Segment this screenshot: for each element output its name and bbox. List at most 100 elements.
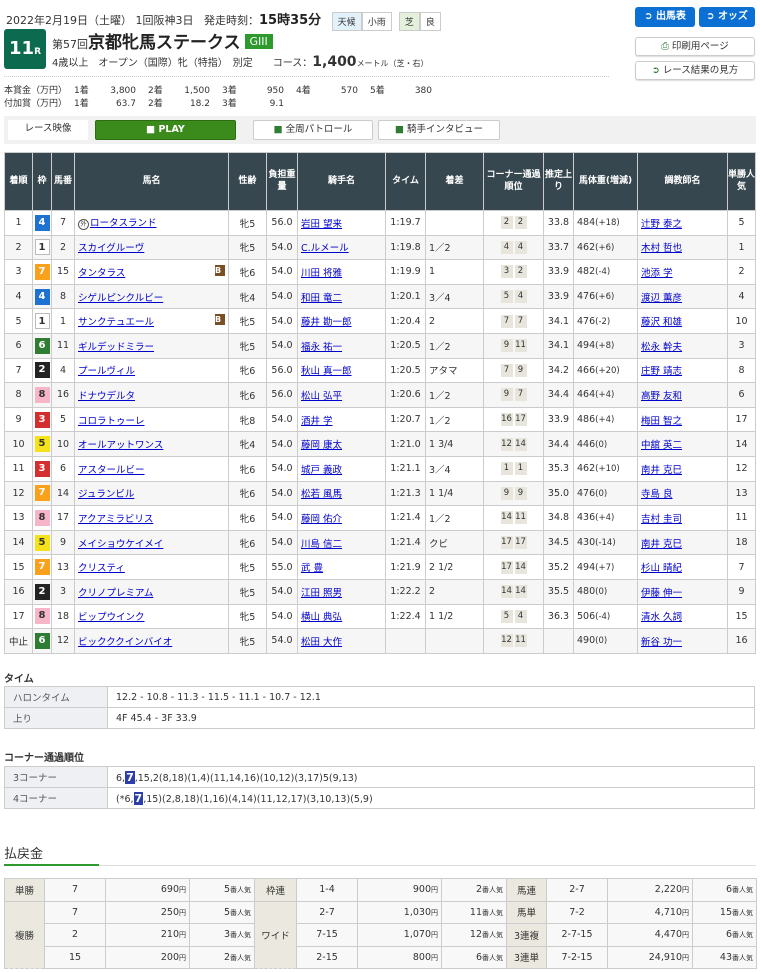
trainer-link[interactable]: 池添 学 <box>641 267 673 279</box>
horse-name-link[interactable]: タンタラス <box>78 267 126 279</box>
race-name: 京都牝馬ステークス <box>88 33 241 53</box>
trainer-link[interactable]: 松永 幹夫 <box>641 341 683 353</box>
trainer-link[interactable]: 吉村 圭司 <box>641 513 683 525</box>
jockey-link[interactable]: 藤岡 康太 <box>301 440 343 452</box>
horse-name-link[interactable]: サンクテュエール <box>78 317 155 329</box>
table-row: 15 7 13 クリスティ 牝5 55.0 武 豊 1:21.9 2 1/2 17 14 35.2 49… <box>4 554 756 580</box>
odds-button[interactable]: ➲ オッズ <box>699 7 755 27</box>
popularity-suffix: 番人気 <box>482 908 503 917</box>
trainer-link[interactable]: 梅田 智之 <box>641 415 683 427</box>
horse-name-link[interactable]: アクアミラビリス <box>78 513 154 525</box>
yen-unit: 円 <box>179 931 186 940</box>
trainer-link[interactable]: 庄野 靖志 <box>641 366 683 378</box>
jockey-link[interactable]: 城戸 義政 <box>301 464 343 476</box>
sex-age: 牝6 <box>228 480 267 507</box>
last-3f: 34.4 <box>543 431 574 457</box>
corner4-order: (*6,7,15)(2,8,18)(1,16)(4,14)(11,12,17)(… <box>107 787 755 809</box>
trainer-link[interactable]: 南井 克巳 <box>641 538 683 550</box>
start-label: 発走時刻： <box>203 14 259 27</box>
jockey-link[interactable]: 江田 照男 <box>301 587 343 599</box>
trainer-link[interactable]: 辻野 泰之 <box>641 218 683 230</box>
bet-type: 複勝 <box>4 900 45 969</box>
weight-carried: 54.0 <box>266 529 298 556</box>
horse-name-cell: オールアットワンス <box>74 431 229 457</box>
corner-position: 11 <box>514 511 527 525</box>
horse-name-cell: プールヴィル <box>74 357 229 384</box>
trainer-link[interactable]: 清水 久詞 <box>641 612 683 624</box>
jockey-link[interactable]: C.ルメール <box>301 243 349 255</box>
horse-name-link[interactable]: ギルデッドミラー <box>78 341 155 353</box>
jockey-link[interactable]: 岩田 望来 <box>301 218 343 230</box>
finish-position: 10 <box>4 431 33 457</box>
horse-name-link[interactable]: クリスティ <box>78 563 125 575</box>
horse-name-link[interactable]: ロータスランド <box>90 218 157 230</box>
frame-badge: 5 <box>34 436 50 453</box>
horse-name-link[interactable]: プールヴィル <box>78 366 136 378</box>
horse-number: 1 <box>51 308 75 334</box>
horse-name-link[interactable]: オールアットワンス <box>78 440 164 452</box>
horse-name-cell: ビップウインク <box>74 603 229 630</box>
column-header: 馬番 <box>51 152 75 211</box>
play-button[interactable]: ■ PLAY <box>95 120 236 140</box>
trainer-link[interactable]: 高野 友和 <box>641 390 683 402</box>
trainer-link[interactable]: 寺島 良 <box>641 489 673 501</box>
frame-badge: 8 <box>34 509 50 526</box>
divider <box>4 76 609 77</box>
interview-video-button[interactable]: ■ 騎手インタビュー <box>378 120 500 140</box>
jockey-link[interactable]: 藤岡 佑介 <box>301 513 343 525</box>
trainer-link[interactable]: 木村 哲也 <box>641 243 683 255</box>
horse-name-link[interactable]: アスタールビー <box>78 464 145 476</box>
jockey-link[interactable]: 福永 祐一 <box>301 341 343 353</box>
jockey-link[interactable]: 川島 信二 <box>301 538 343 550</box>
horse-name-link[interactable]: ジュランビル <box>78 489 135 501</box>
body-weight: 436(+4) <box>573 505 638 531</box>
trainer-link[interactable]: 藤沢 和雄 <box>641 317 683 329</box>
horse-name-link[interactable]: クリノプレミアム <box>78 587 154 599</box>
trainer-link[interactable]: 南井 克巳 <box>641 464 683 476</box>
patrol-video-button[interactable]: ■ 全周パトロール <box>253 120 373 140</box>
result-guide-button[interactable]: ➲ レース結果の見方 <box>635 61 755 80</box>
horse-name-link[interactable]: メイショウケイメイ <box>78 538 164 550</box>
trainer-link[interactable]: 渡辺 薫彦 <box>641 292 683 304</box>
corner-position: 5 <box>500 290 513 304</box>
jockey-link[interactable]: 松山 弘平 <box>301 390 343 402</box>
jockey-link[interactable]: 横山 典弘 <box>301 612 343 624</box>
frame-badge: 3 <box>34 460 50 477</box>
trainer-link[interactable]: 新谷 功一 <box>641 636 683 648</box>
frame-number: 1 <box>32 234 52 261</box>
horse-name-link[interactable]: コロラトゥーレ <box>78 415 145 427</box>
jockey-link[interactable]: 藤井 勘一郎 <box>301 317 352 329</box>
print-page-button[interactable]: ⎙ 印刷用ページ <box>635 37 755 56</box>
horse-name-link[interactable]: シゲルピンクルビー <box>78 292 164 304</box>
prize-amount: 18.2 <box>189 99 210 109</box>
corner-positions: 12 11 <box>483 628 544 654</box>
horse-name-link[interactable]: ビックククインバイオ <box>78 636 173 648</box>
horse-name-link[interactable]: ビップウインク <box>78 612 145 624</box>
win-popularity: 14 <box>727 431 756 457</box>
jockey-link[interactable]: 秋山 真一郎 <box>301 366 352 378</box>
jockey-link[interactable]: 和田 竜二 <box>301 292 343 304</box>
corner-positions: 14 11 <box>483 505 544 531</box>
trainer-link[interactable]: 中舘 英二 <box>641 440 683 452</box>
amount-value: 4,710 <box>654 906 682 918</box>
popularity-suffix: 番人気 <box>230 908 251 917</box>
jockey-link[interactable]: 武 豊 <box>301 563 324 575</box>
win-popularity: 7 <box>727 554 756 580</box>
horse-name-link[interactable]: スカイグルーヴ <box>78 243 145 255</box>
jockey-link[interactable]: 松田 大作 <box>301 636 343 648</box>
jockey-link[interactable]: 川田 将雅 <box>301 267 343 279</box>
entries-button[interactable]: ➲ 出馬表 <box>635 7 695 27</box>
trainer-link[interactable]: 杉山 晴紀 <box>641 563 683 575</box>
trainer-link[interactable]: 伊藤 伸一 <box>641 587 683 599</box>
frame-badge: 4 <box>34 288 50 305</box>
horse-name-link[interactable]: ドナウデルタ <box>78 390 136 402</box>
amount-value: 2,220 <box>654 884 682 896</box>
amount-value: 800 <box>412 951 431 963</box>
corner-positions: 12 14 <box>483 431 544 457</box>
jockey-link[interactable]: 松若 風馬 <box>301 489 343 501</box>
bet-type: ワイド <box>254 900 297 969</box>
corner-position: 9 <box>500 339 513 353</box>
jockey-link[interactable]: 酒井 学 <box>301 415 333 427</box>
body-weight-value: 462 <box>577 241 596 253</box>
